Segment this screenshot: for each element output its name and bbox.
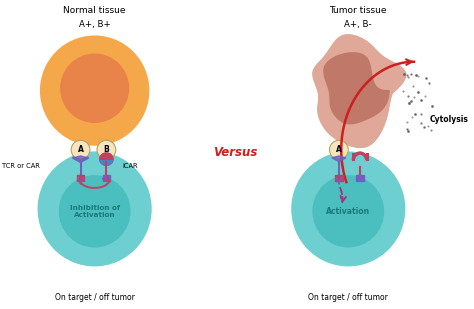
Text: On target / off tumor: On target / off tumor [55,293,135,303]
Text: A+, B+: A+, B+ [79,20,110,29]
Circle shape [38,152,151,266]
Text: Versus: Versus [213,146,258,159]
Text: TCR or CAR: TCR or CAR [1,163,39,169]
Circle shape [313,176,383,247]
Polygon shape [324,53,389,124]
Circle shape [71,140,90,159]
Circle shape [292,152,405,266]
Text: B: B [103,145,109,154]
Text: Cytolysis: Cytolysis [430,115,469,124]
Polygon shape [100,159,113,165]
Text: A: A [336,145,342,154]
Text: Inhibition of
Activation: Inhibition of Activation [70,205,120,218]
Polygon shape [313,35,406,147]
Circle shape [329,140,348,159]
Text: A: A [78,145,83,154]
Polygon shape [73,156,88,162]
Text: A+, B-: A+, B- [344,20,372,29]
Text: Activation: Activation [326,207,370,216]
Text: Tumor tissue: Tumor tissue [329,6,386,15]
Text: iCAR: iCAR [123,163,138,169]
FancyBboxPatch shape [335,175,343,180]
Text: Normal tissue: Normal tissue [64,6,126,15]
Circle shape [41,36,149,145]
Polygon shape [332,156,346,162]
FancyBboxPatch shape [102,175,110,180]
Polygon shape [100,153,113,159]
Circle shape [97,140,116,159]
Text: On target / off tumor: On target / off tumor [309,293,388,303]
FancyBboxPatch shape [356,175,364,180]
FancyBboxPatch shape [77,175,84,180]
Circle shape [61,54,128,122]
Circle shape [59,176,130,247]
